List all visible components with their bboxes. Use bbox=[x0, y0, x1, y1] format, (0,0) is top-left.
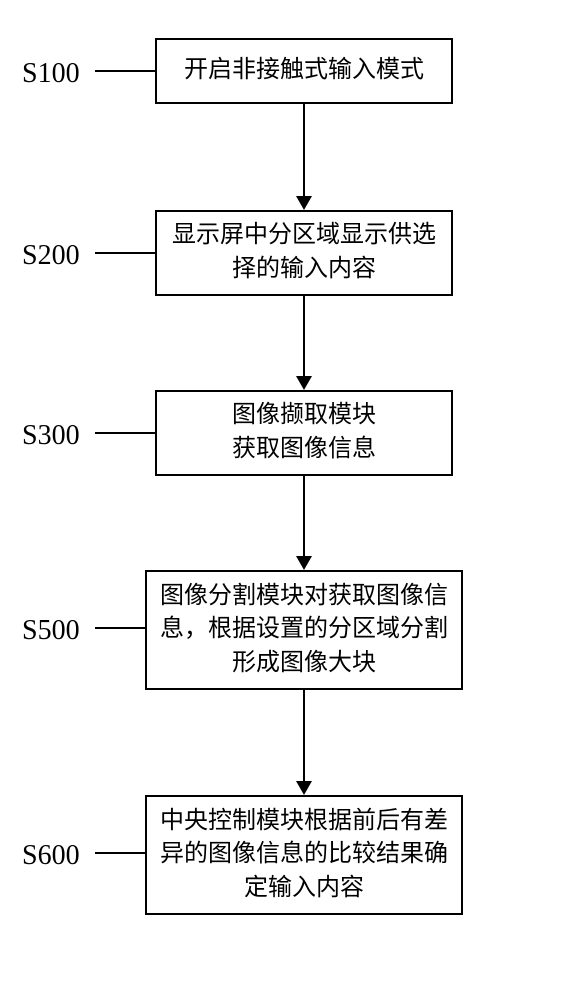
flowchart-container: S100 开启非接触式输入模式 S200 显示屏中分区域显示供选择的输入内容 S… bbox=[0, 0, 569, 1000]
arrow-line-3 bbox=[303, 476, 305, 556]
step-label-s100: S100 bbox=[22, 58, 80, 90]
step-box-s300: 图像撷取模块 获取图像信息 bbox=[155, 390, 453, 476]
step-box-s100: 开启非接触式输入模式 bbox=[155, 38, 453, 104]
arrow-line-1 bbox=[303, 104, 305, 196]
step-label-s200: S200 bbox=[22, 240, 80, 272]
arrow-head-1 bbox=[296, 196, 312, 210]
step-label-s300: S300 bbox=[22, 420, 80, 452]
step-text-s200: 显示屏中分区域显示供选择的输入内容 bbox=[169, 219, 439, 286]
label-connector-s200 bbox=[95, 252, 155, 254]
step-text-s300: 图像撷取模块 获取图像信息 bbox=[232, 399, 376, 466]
step-box-s500: 图像分割模块对获取图像信息，根据设置的分区域分割形成图像大块 bbox=[145, 570, 463, 690]
label-connector-s500 bbox=[95, 627, 145, 629]
step-label-s600: S600 bbox=[22, 840, 80, 872]
arrow-head-2 bbox=[296, 376, 312, 390]
arrow-line-4 bbox=[303, 690, 305, 781]
label-connector-s600 bbox=[95, 852, 145, 854]
step-box-s600: 中央控制模块根据前后有差异的图像信息的比较结果确定输入内容 bbox=[145, 795, 463, 915]
step-box-s200: 显示屏中分区域显示供选择的输入内容 bbox=[155, 210, 453, 296]
step-text-s500: 图像分割模块对获取图像信息，根据设置的分区域分割形成图像大块 bbox=[159, 580, 449, 681]
step-text-s600: 中央控制模块根据前后有差异的图像信息的比较结果确定输入内容 bbox=[159, 805, 449, 906]
step-text-s100: 开启非接触式输入模式 bbox=[184, 54, 424, 88]
label-connector-s300 bbox=[95, 432, 155, 434]
arrow-head-4 bbox=[296, 781, 312, 795]
arrow-line-2 bbox=[303, 296, 305, 376]
step-label-s500: S500 bbox=[22, 615, 80, 647]
label-connector-s100 bbox=[95, 70, 155, 72]
arrow-head-3 bbox=[296, 556, 312, 570]
